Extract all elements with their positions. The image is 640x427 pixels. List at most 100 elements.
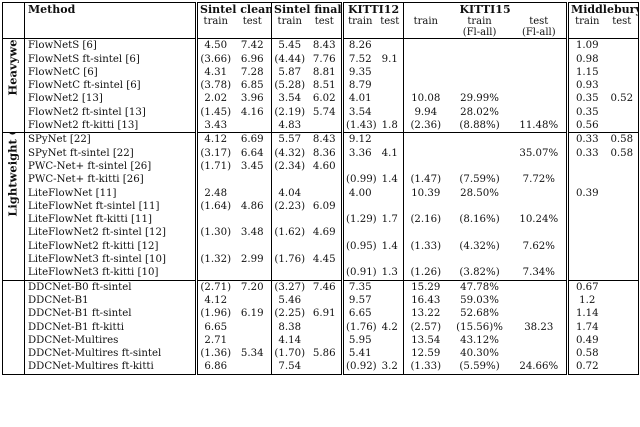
kitti12-train: 9.12: [341, 132, 377, 147]
table-row: FlowNetS ft-sintel [6] (3.66) 6.96 (4.44) 7.…: [3, 52, 640, 66]
method-cell: DDCNet-B1 ft-sintel: [24, 307, 197, 321]
sintel-final-train: 5.57: [271, 132, 308, 147]
middlebury-train: 0.49: [566, 333, 606, 348]
sintel-final-train: 4.04: [271, 186, 308, 200]
sintel-clean-train: (1.96): [195, 307, 234, 321]
method-cell: DDCNet-Multires ft-sintel: [24, 347, 197, 361]
sintel-clean-test: [233, 360, 272, 375]
sintel-final-test: 6.09: [312, 200, 336, 212]
sintel-clean-train: 2.71: [195, 333, 234, 348]
kitti15-test-flall: [512, 294, 568, 307]
sintel-final-test: [308, 240, 343, 253]
kitti15-train-flall: [448, 147, 512, 160]
group-label: Lightweight CNN: [2, 132, 25, 281]
sintel-clean-train: 4.31: [195, 65, 234, 80]
sintel-clean-test: 6.96: [240, 53, 264, 65]
group-label-text: Heavyweight CNN: [5, 40, 19, 96]
kitti12-train: (0.92): [341, 360, 377, 375]
sintel-clean-test: [234, 119, 272, 133]
kitti12-test: [376, 38, 404, 53]
group-label: Heavyweight CNN: [2, 38, 25, 133]
kitti12-train: 7.52: [341, 52, 377, 66]
sintel-final-train: 8.38: [271, 320, 308, 334]
sintel-clean-train: (3.17): [195, 146, 234, 160]
middlebury-test: 0.58: [605, 146, 640, 160]
middlebury-test: 0.58: [605, 132, 640, 147]
sintel-clean-test: 3.96: [240, 93, 264, 105]
kitti12-test: 1.4: [381, 174, 398, 186]
kitti15-test-flall: [512, 79, 568, 92]
kitti12-test: [377, 200, 404, 213]
kitti12-test: [377, 347, 404, 360]
method-cell: DDCNet-Multires ft-kitti: [24, 360, 197, 375]
sintel-clean-test: 7.42: [233, 38, 272, 53]
middlebury-train: [566, 213, 606, 227]
kitti12-train: [341, 159, 377, 174]
kitti12-header: KITTI12: [341, 2, 404, 17]
sintel-final-train: 3.54: [271, 92, 308, 106]
middlebury-train: 1.2: [566, 293, 606, 308]
sintel-final-train: (2.25): [271, 307, 308, 321]
kitti15-test-flall: 7.72%: [522, 174, 555, 186]
middlebury-train: 1.09: [566, 38, 606, 53]
kitti12-train: (1.43): [341, 119, 377, 133]
method-cell: FlowNet2 [13]: [24, 92, 197, 106]
kitti15-test-flall: 24.66%: [511, 360, 568, 375]
sintel-clean-train: 2.02: [195, 92, 234, 106]
sintel-final-train: (2.19): [271, 105, 308, 120]
middlebury-test: [605, 159, 640, 174]
sintel-clean-test: 6.69: [233, 132, 272, 147]
kitti15-test-flall: [512, 334, 568, 347]
kitti15-train: (1.47): [403, 173, 448, 187]
sintel-clean-train: (1.45): [195, 105, 234, 120]
kitti15-train: (1.33): [403, 239, 448, 254]
kitti15-train-flall: 47.78%: [447, 279, 512, 294]
col-test: test: [380, 16, 400, 28]
kitti15-train-flall: 40.30%: [460, 348, 499, 360]
kitti15-train-flall: (4.32%): [459, 240, 500, 252]
middlebury-train: [566, 173, 606, 187]
kitti15-test-flall: [512, 106, 568, 119]
method-cell: LiteFlowNet [11]: [24, 186, 197, 200]
sintel-final-train: (4.44): [271, 52, 308, 66]
middlebury-train: 0.35: [566, 105, 606, 120]
method-cell: DDCNet-B1: [24, 293, 197, 308]
middlebury-train: [566, 159, 606, 174]
kitti12-test: 1.7: [381, 214, 398, 226]
kitti15-train: [403, 199, 448, 214]
sintel-clean-train: (2.71): [195, 279, 234, 294]
sintel-clean-test: [234, 321, 272, 334]
sintel-clean-test: [234, 173, 272, 186]
middlebury-test: [605, 199, 640, 214]
table-row: DDCNet-Multires 2.71 4.14 5.95 13.54 43.12% 0.…: [3, 333, 640, 348]
kitti15-train-flall: 59.03%: [460, 294, 499, 306]
kitti15-train-flall: [448, 226, 512, 239]
middlebury-test: [605, 320, 640, 334]
kitti15-train-flall: (15.56)%: [456, 321, 503, 333]
sintel-final-test: [308, 294, 343, 307]
kitti15-test-flall: [512, 160, 568, 173]
kitti12-test: [377, 226, 404, 239]
middlebury-test: [605, 105, 640, 120]
method-cell: DDCNet-Multires: [24, 333, 197, 348]
method-cell: DDCNet-B0 ft-sintel: [24, 279, 197, 294]
sintel-final-header: Sintel final: [270, 2, 343, 17]
kitti12-test: [377, 92, 404, 105]
sintel-clean-train: (3.78): [195, 79, 234, 93]
col-test: test: [605, 16, 640, 28]
sintel-clean-train: (1.36): [195, 347, 234, 361]
kitti15-train-flall: (5.59%): [447, 360, 512, 375]
sintel-final-train: [271, 239, 308, 254]
kitti12-train: (0.95): [341, 239, 377, 254]
kitti15-train: 9.94: [403, 105, 448, 120]
col-train: train: [341, 16, 377, 28]
method-cell: PWC-Net+ ft-kitti [26]: [24, 173, 197, 187]
method-cell: FlowNetS [6]: [24, 38, 197, 53]
sintel-final-test: 4.69: [312, 227, 336, 239]
kitti15-header: KITTI15: [403, 2, 568, 17]
middlebury-train: 0.58: [566, 347, 606, 361]
kitti12-test: [377, 106, 404, 119]
table-row: DDCNet-Multires ft-sintel (1.36) 5.34 (1.70…: [3, 347, 640, 361]
sintel-clean-train: 3.43: [195, 119, 234, 133]
sintel-final-test: [308, 334, 343, 347]
